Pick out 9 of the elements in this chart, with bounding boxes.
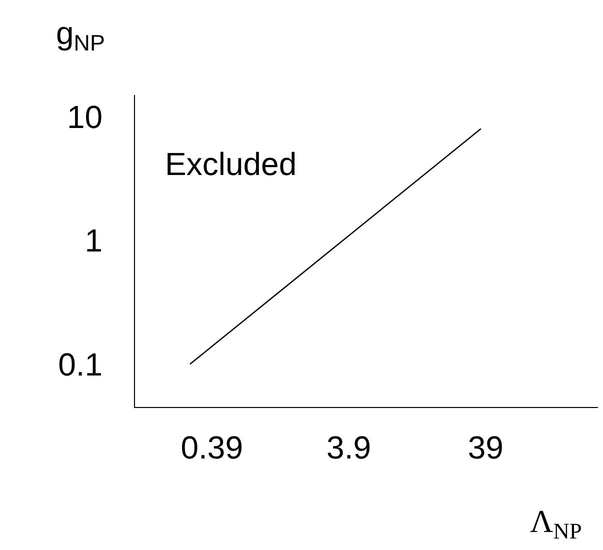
y-tick-label: 1 (84, 222, 103, 259)
y-tick-label: 10 (67, 98, 103, 135)
x-tick-label: 0.39 (180, 429, 244, 466)
annotation: Excluded (165, 146, 297, 182)
x-tick-label: 3.9 (326, 429, 372, 466)
y-axis-title: g$_{NP}$ (56, 15, 105, 56)
x-tick-label: 39 (468, 429, 504, 466)
y-tick-label: 0.1 (58, 346, 103, 382)
x-axis-title: Λ$_{NP}$ (530, 503, 582, 544)
